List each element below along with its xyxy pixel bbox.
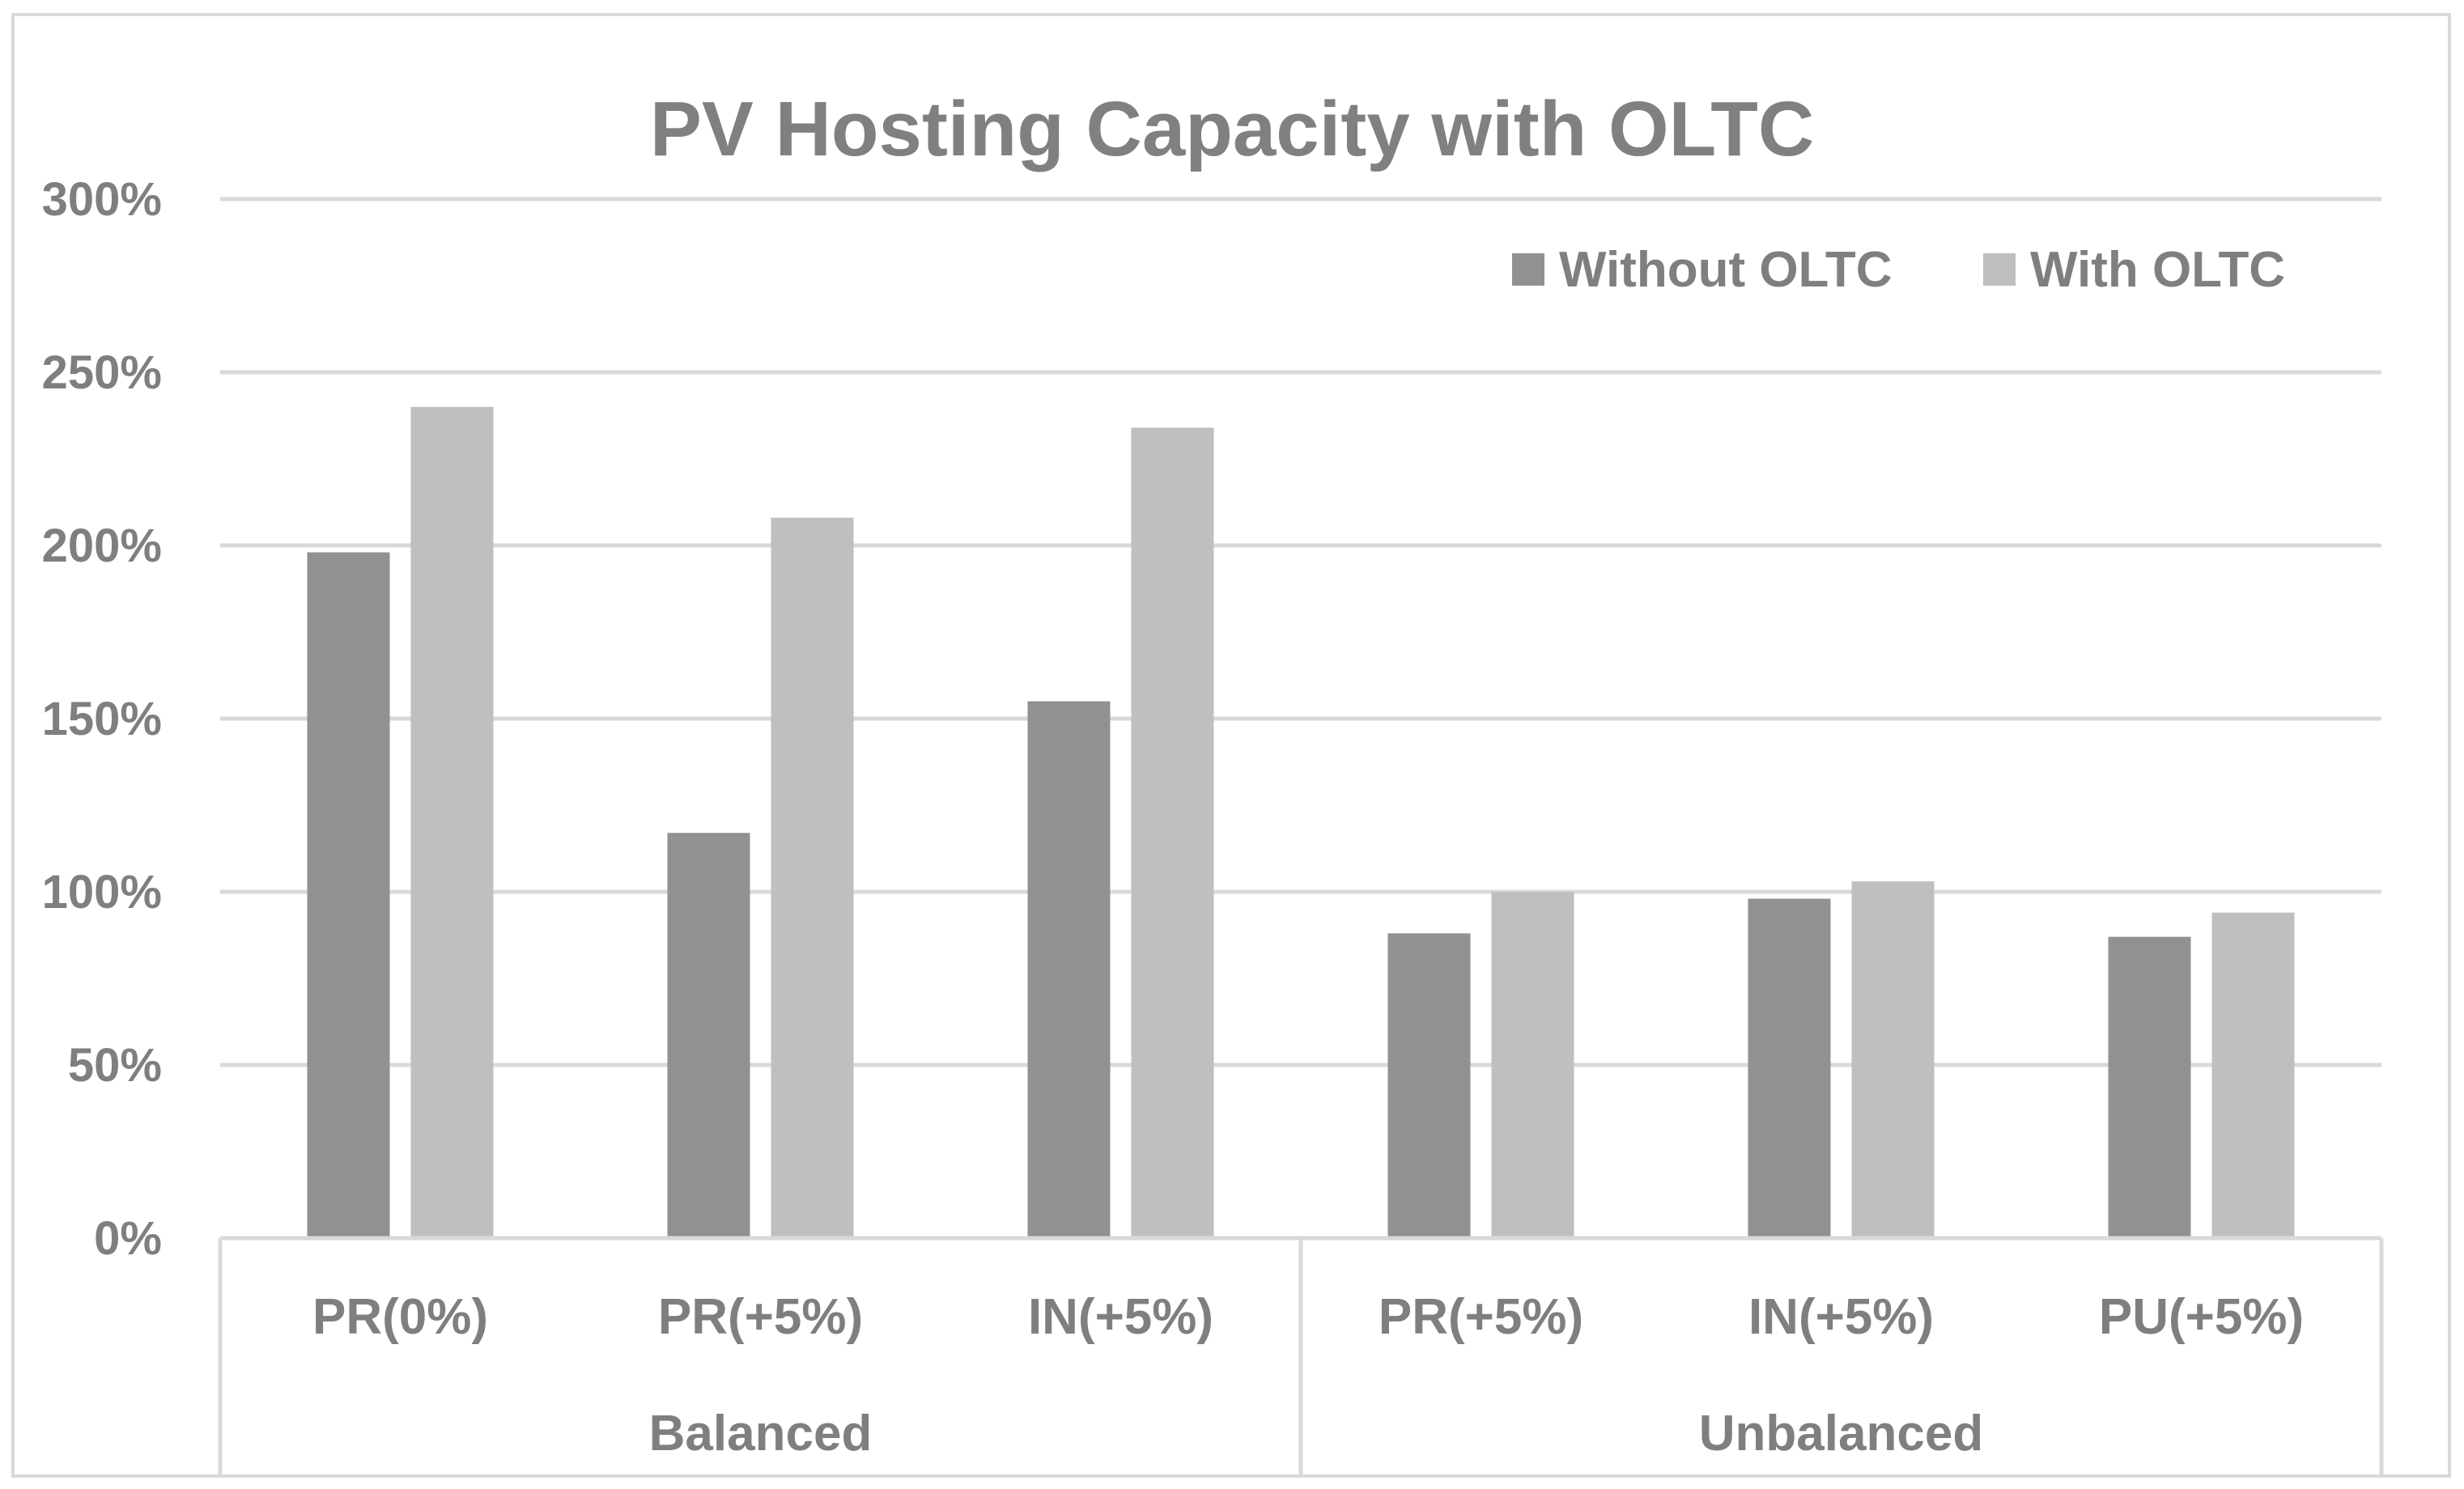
bar-without-oltc-2 [1027,701,1111,1238]
group-label-0: Balanced [649,1406,873,1461]
x-tick-label-4: IN(+5%) [1748,1289,1934,1345]
y-tick-label-0: 0% [94,1212,162,1265]
bar-with-oltc-3 [1491,892,1574,1238]
y-axis: 0% 50% 100% 150% 200% 250% 300% [42,173,162,1265]
bars [307,406,2295,1238]
y-tick-label-6: 300% [42,173,162,226]
bar-with-oltc-2 [1131,427,1214,1238]
legend: Without OLTC With OLTC [1512,242,2285,298]
bar-without-oltc-4 [1748,898,1831,1238]
bar-without-oltc-0 [307,552,390,1238]
legend-label-with-oltc: With OLTC [2030,242,2285,298]
y-tick-label-5: 250% [42,346,162,399]
bar-with-oltc-4 [1851,881,1935,1238]
bar-with-oltc-5 [2211,912,2295,1238]
y-tick-label-2: 100% [42,866,162,918]
bar-without-oltc-5 [2108,936,2191,1238]
group-label-1: Unbalanced [1699,1406,1983,1461]
x-tick-label-3: PR(+5%) [1379,1289,1583,1345]
bar-without-oltc-1 [667,833,750,1238]
legend-swatch-without-oltc [1512,253,1544,286]
x-tick-label-5: PU(+5%) [2099,1289,2304,1345]
bar-without-oltc-3 [1387,933,1471,1238]
legend-swatch-with-oltc [1983,253,2016,286]
legend-label-without-oltc: Without OLTC [1559,242,1892,298]
x-tick-label-2: IN(+5%) [1028,1289,1213,1345]
y-tick-label-3: 150% [42,693,162,745]
bar-with-oltc-0 [410,406,494,1238]
y-tick-label-4: 200% [42,520,162,572]
x-tick-label-1: PR(+5%) [658,1289,863,1345]
x-axis: PR(0%) PR(+5%) IN(+5%) PR(+5%) IN(+5%) PU(+5%… [218,1236,2384,1476]
x-tick-label-0: PR(0%) [312,1289,488,1345]
bar-with-oltc-1 [771,517,854,1238]
y-tick-label-1: 50% [68,1039,162,1092]
chart-border [11,13,2451,1478]
chart-title: PV Hosting Capacity with OLTC [650,86,1814,172]
